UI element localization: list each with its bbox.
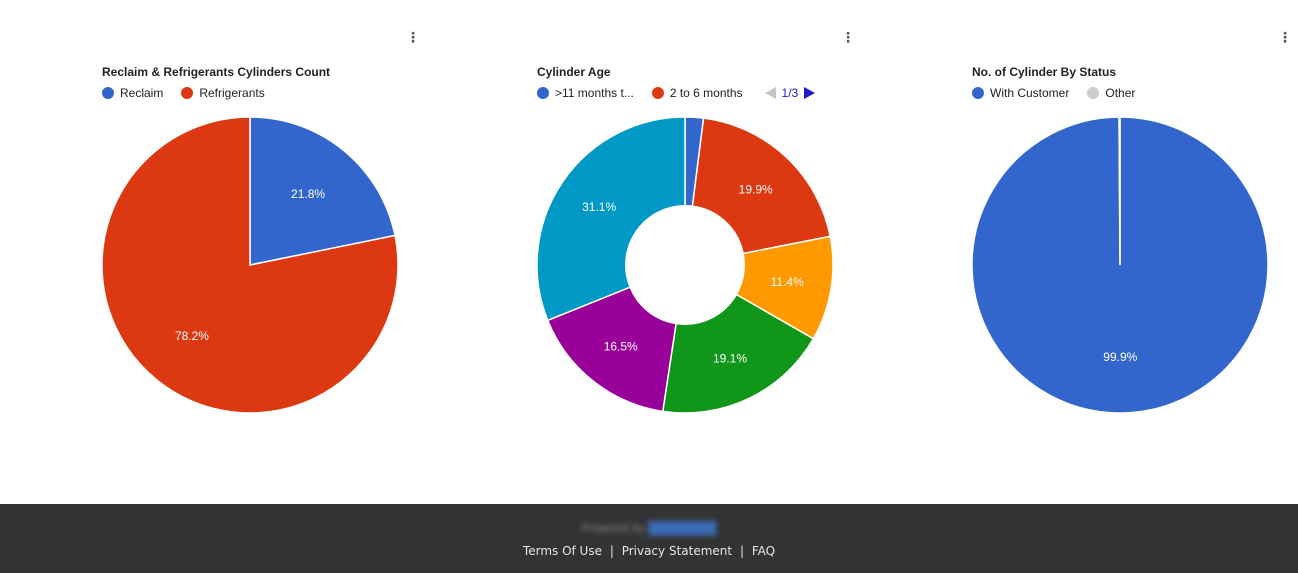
donut-chart-cylinder-age: 19.9% 11.4% 19.1% 16.5% 31.1%: [536, 116, 834, 414]
pie-chart-cylinder-status: 99.9%: [971, 116, 1269, 414]
footer-links: Terms Of Use | Privacy Statement | FAQ: [0, 544, 1298, 558]
pie-slice-label: 19.9%: [739, 182, 773, 196]
legend-dot-icon: [651, 87, 664, 99]
legend-label: >11 months t...: [555, 86, 634, 100]
legend-item-reclaim[interactable]: Reclaim: [102, 86, 163, 100]
privacy-statement-link[interactable]: Privacy Statement: [621, 544, 733, 558]
legend-label: Reclaim: [120, 86, 164, 100]
pie-slice-label: 16.5%: [604, 339, 638, 353]
pie-slice-6[interactable]: [536, 116, 686, 322]
footer-separator: |: [609, 544, 614, 558]
chart-title: Reclaim & Refrigerants Cylinders Count: [102, 65, 331, 79]
legend-item-with-customer[interactable]: With Customer: [972, 86, 1069, 100]
chart-title: No. of Cylinder By Status: [972, 65, 1117, 79]
pager-prev-arrow-icon[interactable]: [764, 87, 776, 99]
terms-of-use-link[interactable]: Terms Of Use: [522, 544, 602, 558]
pie-chart-reclaim-refrigerants: 21.8% 78.2%: [101, 116, 399, 414]
legend-dot-icon: [1087, 87, 1100, 99]
pager-label: 1/3: [781, 86, 799, 100]
chart-title: Cylinder Age: [537, 65, 611, 79]
pie-slice-label: 99.9%: [1103, 350, 1137, 364]
footer-separator: |: [739, 544, 744, 558]
legend-label: 2 to 6 months: [669, 86, 743, 100]
chart-menu-kebab-icon[interactable]: ⋮: [1278, 29, 1292, 45]
legend-dot-icon: [972, 87, 984, 99]
chart-panel-cylinder-age: ⋮ Cylinder Age >11 months t... 2 to 6 mo…: [525, 0, 945, 500]
pie-slice-4[interactable]: [661, 293, 815, 414]
powered-by-brand: ████████: [648, 521, 717, 535]
chart-legend: Reclaim Refrigerants: [102, 85, 283, 101]
pie-slice-2[interactable]: [101, 116, 399, 414]
legend-item-over-11-months[interactable]: >11 months t...: [537, 86, 634, 100]
legend-item-other[interactable]: Other: [1087, 86, 1135, 100]
pie-slice-5[interactable]: [546, 286, 677, 413]
chart-menu-kebab-icon[interactable]: ⋮: [406, 29, 420, 45]
pie-slice-label: 19.1%: [713, 351, 747, 365]
legend-pager: 1/3: [764, 86, 816, 100]
chart-panel-cylinder-status: ⋮ No. of Cylinder By Status With Custome…: [960, 0, 1298, 500]
page-footer: Powered by ████████ Terms Of Use | Priva…: [0, 504, 1298, 573]
pie-slice-label: 21.8%: [291, 187, 325, 201]
legend-dot-icon: [102, 87, 114, 99]
chart-menu-kebab-icon[interactable]: ⋮: [841, 29, 855, 45]
legend-item-refrigerants[interactable]: Refrigerants: [181, 86, 265, 100]
legend-label: With Customer: [990, 86, 1070, 100]
pie-slice-label: 31.1%: [582, 200, 616, 214]
legend-item-2-to-6-months[interactable]: 2 to 6 months: [651, 86, 743, 100]
chart-legend: With Customer Other: [972, 85, 1153, 101]
pie-slice-label: 11.4%: [771, 275, 804, 289]
chart-legend: >11 months t... 2 to 6 months 1/3: [537, 85, 816, 101]
pager-next-arrow-icon[interactable]: [804, 87, 816, 99]
powered-by-label: Powered by: [581, 521, 645, 535]
pie-slice-1[interactable]: [249, 116, 396, 266]
pie-slice-2[interactable]: [691, 117, 832, 255]
faq-link[interactable]: FAQ: [751, 544, 776, 558]
pie-slice-label: 78.2%: [175, 329, 209, 343]
pie-slice-2[interactable]: [1118, 116, 1121, 266]
chart-panel-reclaim-refrigerants: ⋮ Reclaim & Refrigerants Cylinders Count…: [90, 0, 510, 500]
legend-dot-icon: [181, 87, 194, 99]
legend-label: Refrigerants: [199, 86, 265, 100]
legend-dot-icon: [537, 87, 549, 99]
powered-by-text: Powered by ████████: [0, 521, 1298, 535]
legend-label: Other: [1105, 86, 1136, 100]
